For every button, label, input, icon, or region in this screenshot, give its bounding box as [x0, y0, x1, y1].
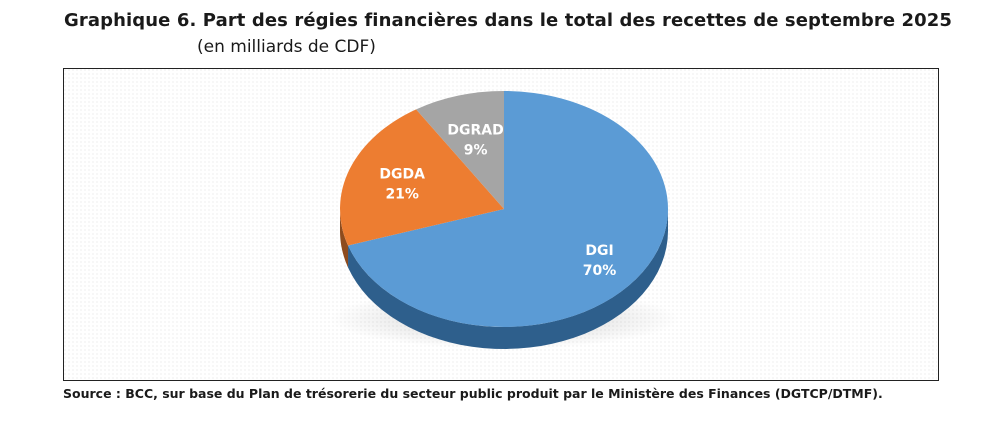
source-note: Source : BCC, sur base du Plan de trésor…: [63, 386, 883, 401]
pie-slice-dgda: [340, 109, 504, 246]
slice-label-dgi: DGI: [585, 243, 613, 259]
pie-chart: DGI 70% DGDA 21% DGRAD 9%: [64, 69, 937, 379]
pie-tops: [340, 91, 669, 328]
slice-label-dgda: DGDA: [379, 167, 425, 183]
pie-slice-dgi: [348, 91, 669, 328]
chart-area: DGI 70% DGDA 21% DGRAD 9%: [63, 68, 939, 381]
pie-sides: [340, 209, 668, 349]
slice-label-dgrad: DGRAD: [447, 123, 503, 139]
slice-value-dgi: 70%: [583, 263, 617, 279]
pie-side-dgda: [340, 209, 349, 268]
chart-title: Graphique 6. Part des régies financières…: [64, 10, 952, 31]
chart-subtitle: (en milliards de CDF): [197, 37, 376, 57]
pie-slice-dgrad: [416, 91, 504, 209]
slice-value-dgda: 21%: [385, 187, 419, 203]
pie-labels: DGI 70% DGDA 21% DGRAD 9%: [379, 123, 616, 279]
pie-side-dgi: [348, 209, 668, 349]
slice-value-dgrad: 9%: [464, 143, 488, 159]
